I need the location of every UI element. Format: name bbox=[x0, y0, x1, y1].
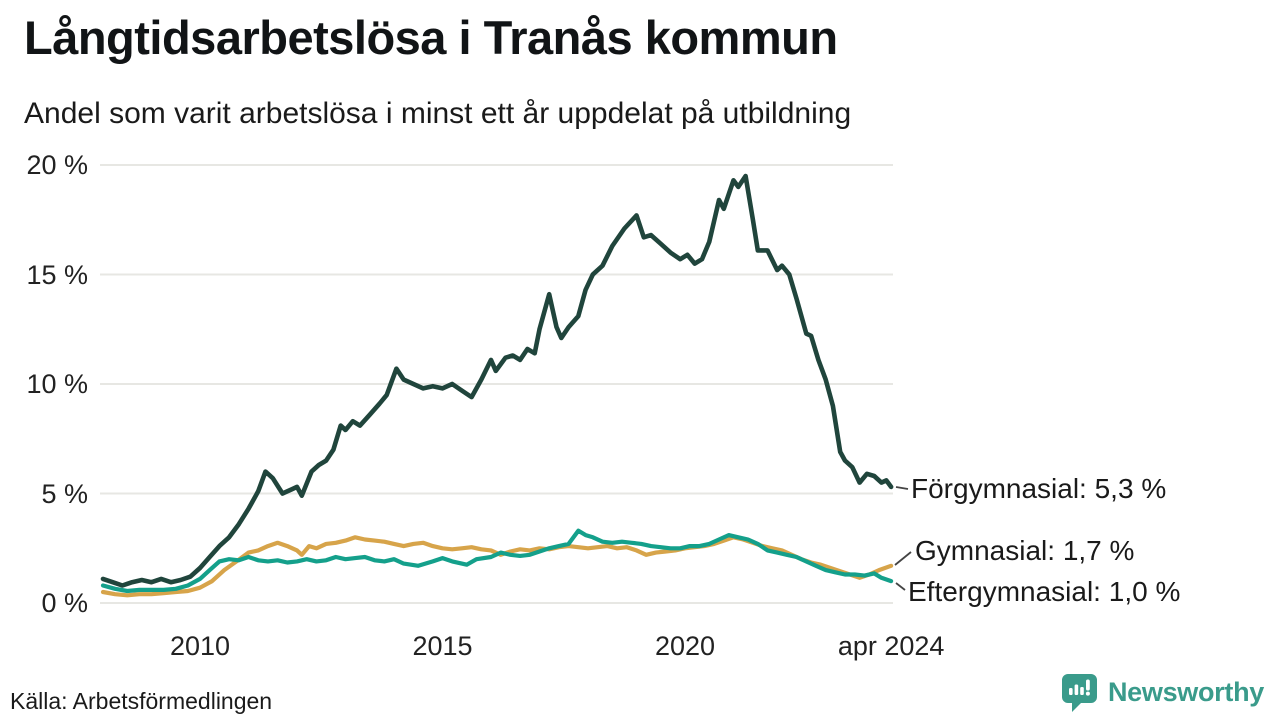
series-end-label-eftergymnasial: Eftergymnasial: 1,0 % bbox=[908, 576, 1181, 607]
label-connector bbox=[894, 551, 912, 566]
label-connector bbox=[895, 486, 909, 490]
y-tick-label: 20 % bbox=[26, 150, 88, 180]
x-tick-label: 2020 bbox=[654, 631, 716, 661]
series-line-eftergymnasial bbox=[100, 528, 894, 594]
page-title: Långtidsarbetslösa i Tranås kommun bbox=[24, 11, 838, 64]
y-tick-label: 0 % bbox=[41, 588, 88, 618]
y-tick-label: 5 % bbox=[41, 478, 88, 509]
y-tick-label: 15 % bbox=[26, 259, 88, 290]
x-tick-label: 2015 bbox=[412, 631, 473, 661]
x-tick-label: 2010 bbox=[169, 631, 231, 661]
label-connector bbox=[895, 582, 906, 591]
newsworthy-bubble-chart-icon bbox=[1060, 672, 1099, 712]
page-subtitle: Andel som varit arbetslösa i minst ett å… bbox=[24, 97, 852, 130]
series-end-label-forgymnasial: Förgymnasial: 5,3 % bbox=[911, 473, 1167, 504]
source-note: Källa: Arbetsförmedlingen bbox=[10, 688, 273, 714]
x-tick-label: apr 2024 bbox=[837, 631, 945, 661]
series-end-label-gymnasial: Gymnasial: 1,7 % bbox=[915, 535, 1135, 566]
newsworthy-logo[interactable]: Newsworthy bbox=[1060, 672, 1264, 712]
series-line-förgymnasial bbox=[100, 173, 894, 588]
y-tick-label: 10 % bbox=[26, 369, 88, 399]
newsworthy-wordmark: Newsworthy bbox=[1107, 676, 1264, 707]
